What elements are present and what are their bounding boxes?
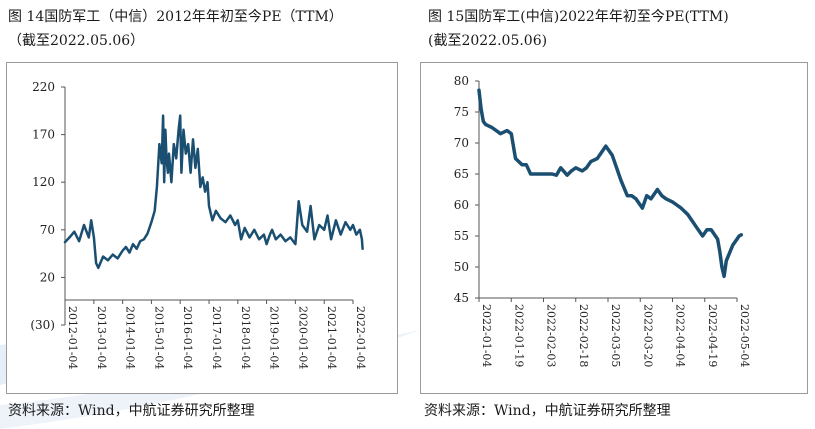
right-chart-y-tick-label: 80	[454, 74, 469, 88]
right-chart-y-tick-label: 45	[454, 291, 469, 305]
left-chart-x-tick-label: 2020-01-04	[296, 306, 309, 369]
left-chart-y-tick-label: 170	[32, 128, 55, 142]
right-chart-y-tick-label: 55	[454, 229, 469, 243]
right-chart-y-tick-label: 65	[454, 167, 469, 181]
left-chart-y-tick-label: (30)	[30, 318, 55, 332]
left-chart-x-tick-label: 2013-01-04	[95, 306, 108, 369]
left-chart-x-tick-label: 2015-01-04	[152, 306, 165, 369]
right-chart-y-tick-label: 60	[454, 198, 469, 212]
left-chart-x-tick-label: 2019-01-04	[268, 306, 281, 369]
left-chart-series-line	[63, 114, 364, 270]
right-chart-x-tick-label: 2022-03-20	[641, 304, 654, 367]
right-chart-subtitle: (截至2022.05.06)	[428, 33, 548, 49]
left-chart-y-tick-label: 70	[40, 223, 55, 237]
left-chart-x-tick-label: 2022-01-04	[354, 306, 367, 369]
left-chart-y-tick-label: 120	[32, 175, 55, 189]
right-pe-chart: 80 75 70 65 60 55 50 45 2022-01-04 2022-01-19 2022…	[454, 74, 751, 367]
right-chart-y-tick-label: 50	[454, 260, 469, 274]
right-chart-series-line	[477, 88, 744, 279]
left-chart-x-tick-label: 2021-01-04	[325, 306, 338, 369]
left-chart-x-tick-label: 2017-01-04	[210, 306, 223, 369]
right-chart-x-tick-label: 2022-04-19	[706, 304, 719, 367]
right-chart-title: 图 15国防军工(中信)2022年年初至今PE(TTM)	[428, 9, 729, 25]
right-chart-x-tick-label: 2022-04-04	[674, 304, 687, 367]
left-chart-subtitle: （截至2022.05.06）	[8, 33, 145, 49]
right-chart-x-tick-label: 2022-01-19	[512, 304, 525, 367]
right-chart-x-tick-label: 2022-02-03	[545, 304, 558, 367]
right-chart-x-tick-label: 2022-03-05	[609, 304, 622, 367]
right-chart-y-tick-label: 75	[454, 105, 469, 119]
right-chart-y-tick-label: 70	[454, 136, 469, 150]
right-chart-x-tick-label: 2022-05-04	[738, 304, 751, 367]
left-chart-x-tick-label: 2012-01-04	[66, 306, 79, 369]
left-chart-x-tick-label: 2018-01-04	[239, 306, 252, 369]
left-chart-y-tick-label: 220	[32, 80, 55, 94]
left-source-note: 资料来源：Wind，中航证券研究所整理	[8, 403, 255, 419]
right-source-note: 资料来源：Wind，中航证券研究所整理	[424, 403, 671, 419]
right-chart-x-tick-label: 2022-02-18	[577, 304, 590, 367]
left-chart-frame: 220 170 120 70 20 (30) 2012-01-04 2013-01-04 201…	[6, 62, 398, 394]
right-chart-x-tick-label: 2022-01-04	[480, 304, 493, 367]
left-chart-x-tick-label: 2016-01-04	[181, 306, 194, 369]
left-chart-x-tick-label: 2014-01-04	[124, 306, 137, 369]
left-chart-y-tick-label: 20	[40, 270, 55, 284]
right-chart-frame: 80 75 70 65 60 55 50 45 2022-01-04 2022-01-19 2022…	[420, 62, 808, 394]
left-chart-title: 图 14国防军工（中信）2012年年初至今PE（TTM）	[8, 9, 343, 25]
left-pe-chart: 220 170 120 70 20 (30) 2012-01-04 2013-01-04 201…	[30, 80, 367, 369]
